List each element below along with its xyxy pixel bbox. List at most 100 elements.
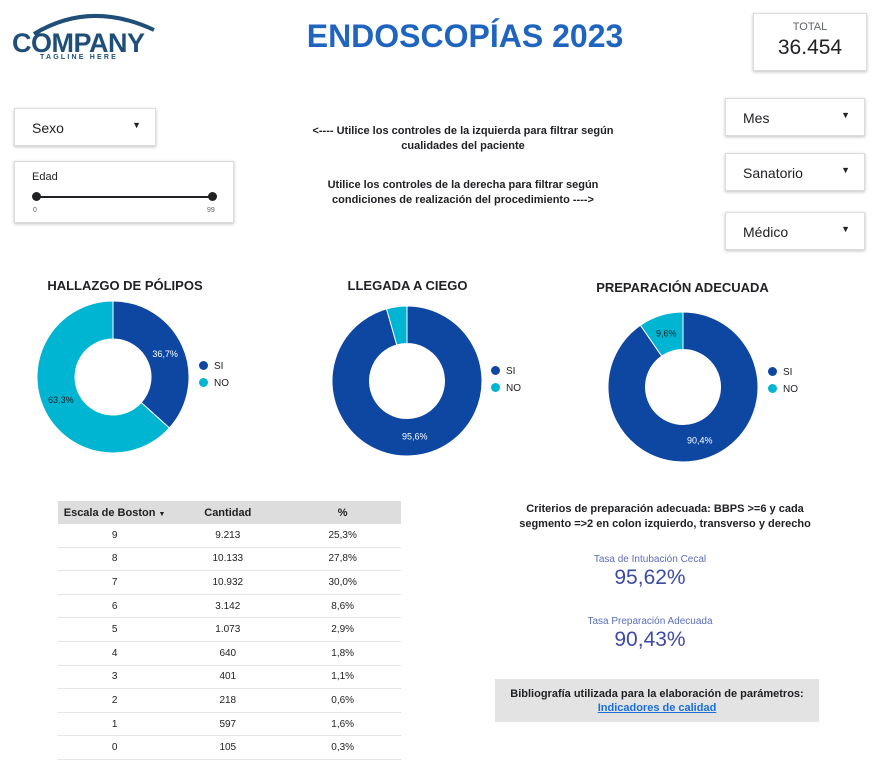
donut-chart-ciego: 95,6%: [331, 305, 483, 457]
chart-title-polipos: HALLAZGO DE PÓLIPOS: [47, 278, 203, 293]
table-row: 0 105 0,3%: [58, 735, 401, 760]
total-label: TOTAL: [792, 21, 828, 33]
left-filters-hint: <---- Utilice los controles de la izquie…: [290, 124, 636, 154]
legend-item-si: SI: [768, 367, 792, 378]
cell-porcentaje: 2,9%: [284, 617, 401, 642]
cell-porcentaje: 8,6%: [284, 594, 401, 619]
legend-swatch-no: [199, 378, 208, 387]
preparation-criteria-text: Criterios de preparación adecuada: BBPS …: [500, 502, 830, 532]
legend-swatch-no: [768, 384, 777, 393]
mes-dropdown-label: Mes: [743, 110, 770, 126]
mes-dropdown[interactable]: Mes ▼: [725, 98, 865, 136]
edad-slider-max-handle[interactable]: [208, 192, 217, 201]
donut-slice-no[interactable]: [385, 305, 408, 346]
legend-label-no: NO: [783, 384, 798, 395]
chart-title-preparacion: PREPARACIÓN ADECUADA: [596, 280, 769, 295]
legend-swatch-no: [491, 383, 500, 392]
cell-porcentaje: 30,0%: [284, 570, 401, 595]
donut-slice-si[interactable]: [607, 311, 759, 463]
table-row: 8 10.133 27,8%: [58, 547, 401, 572]
donut-data-label: 63,3%: [48, 395, 74, 405]
donut-slice-si[interactable]: [331, 305, 483, 457]
logo-swoosh: [32, 14, 155, 36]
cell-cantidad: 218: [171, 688, 285, 713]
donut-data-label: 90,4%: [687, 436, 713, 446]
cell-escala: 4: [58, 641, 172, 666]
cell-cantidad: 401: [171, 665, 285, 690]
legend-item-si: SI: [199, 361, 223, 372]
cell-escala: 7: [58, 570, 172, 595]
column-header-escala[interactable]: Escala de Boston ▼: [58, 501, 172, 524]
chevron-down-icon: ▼: [841, 110, 850, 120]
legend-swatch-si: [491, 366, 500, 375]
chevron-down-icon: ▼: [132, 120, 141, 130]
sanatorio-dropdown[interactable]: Sanatorio ▼: [725, 153, 865, 191]
medico-dropdown-label: Médico: [743, 224, 789, 240]
donut-slice-si[interactable]: [112, 300, 190, 429]
donut-slice-no[interactable]: [36, 300, 171, 454]
right-filters-hint: Utilice los controles de la derecha para…: [290, 178, 636, 208]
sanatorio-dropdown-label: Sanatorio: [743, 165, 803, 181]
sexo-dropdown-label: Sexo: [32, 120, 64, 136]
edad-slider-track[interactable]: [36, 196, 214, 198]
criteria-line2: segmento =>2 en colon izquierdo, transve…: [519, 518, 811, 530]
legend-label-si: SI: [506, 366, 516, 377]
right-hint-line2: condiciones de realización del procedimi…: [332, 194, 594, 206]
cell-porcentaje: 25,3%: [284, 524, 401, 548]
cell-cantidad: 10.932: [171, 570, 285, 595]
legend-label-si: SI: [783, 367, 793, 378]
cell-porcentaje: 0,3%: [284, 735, 401, 760]
sexo-dropdown[interactable]: Sexo ▼: [14, 108, 156, 146]
logo-tagline: TAGLINE HERE: [40, 54, 118, 61]
cell-cantidad: 3.142: [171, 594, 285, 619]
kpi-preparacion-value: 90,43%: [614, 628, 686, 651]
cell-escala: 8: [58, 547, 172, 572]
cell-escala: 1: [58, 712, 172, 737]
page-title: ENDOSCOPÍAS 2023: [306, 18, 624, 54]
donut-data-label: 9,6%: [656, 328, 677, 338]
edad-max-value: 99: [207, 207, 215, 214]
legend-label-si: SI: [214, 361, 224, 372]
total-value: 36.454: [777, 36, 843, 59]
table-row: 5 1.073 2,9%: [58, 617, 401, 642]
cell-porcentaje: 1,1%: [284, 665, 401, 690]
cell-porcentaje: 1,8%: [284, 641, 401, 666]
cell-cantidad: 640: [171, 641, 285, 666]
left-hint-line2: cualidades del paciente: [401, 140, 525, 152]
cell-escala: 9: [58, 524, 172, 548]
cell-porcentaje: 0,6%: [284, 688, 401, 713]
legend-item-no: NO: [768, 384, 798, 395]
donut-data-label: 36,7%: [152, 349, 178, 359]
edad-min-value: 0: [33, 207, 37, 214]
donut-chart-preparacion: 90,4% 9,6%: [607, 311, 759, 463]
cell-escala: 3: [58, 665, 172, 690]
table-row: 4 640 1,8%: [58, 641, 401, 666]
bibliography-link[interactable]: Indicadores de calidad: [597, 702, 717, 714]
cell-escala: 5: [58, 617, 172, 642]
donut-slice-no[interactable]: [639, 311, 684, 357]
table-row: 6 3.142 8,6%: [58, 594, 401, 619]
company-logo: COMPANY: [12, 28, 145, 58]
cell-cantidad: 1.073: [171, 617, 285, 642]
medico-dropdown[interactable]: Médico ▼: [725, 212, 865, 250]
bibliography-box: Bibliografía utilizada para la elaboraci…: [495, 679, 819, 722]
kpi-intubacion-label: Tasa de Intubación Cecal: [593, 554, 707, 565]
edad-slider-min-handle[interactable]: [32, 192, 41, 201]
legend-item-si: SI: [491, 366, 515, 377]
table-row: 1 597 1,6%: [58, 712, 401, 737]
bibliography-text: Bibliografía utilizada para la elaboraci…: [510, 688, 804, 700]
legend-swatch-si: [199, 361, 208, 370]
total-scorecard: TOTAL 36.454: [753, 13, 867, 71]
legend-label-no: NO: [506, 383, 521, 394]
column-header-porcentaje[interactable]: %: [284, 501, 401, 524]
chart-title-ciego: LLEGADA A CIEGO: [347, 278, 468, 293]
criteria-line1: Criterios de preparación adecuada: BBPS …: [526, 503, 804, 515]
legend-item-no: NO: [199, 378, 229, 389]
cell-porcentaje: 1,6%: [284, 712, 401, 737]
cell-cantidad: 10.133: [171, 547, 285, 572]
legend-item-no: NO: [491, 383, 521, 394]
column-header-cantidad[interactable]: Cantidad: [171, 501, 285, 524]
table-header-row: Escala de Boston ▼ Cantidad %: [58, 501, 401, 524]
cell-cantidad: 597: [171, 712, 285, 737]
table-row: 2 218 0,6%: [58, 688, 401, 713]
